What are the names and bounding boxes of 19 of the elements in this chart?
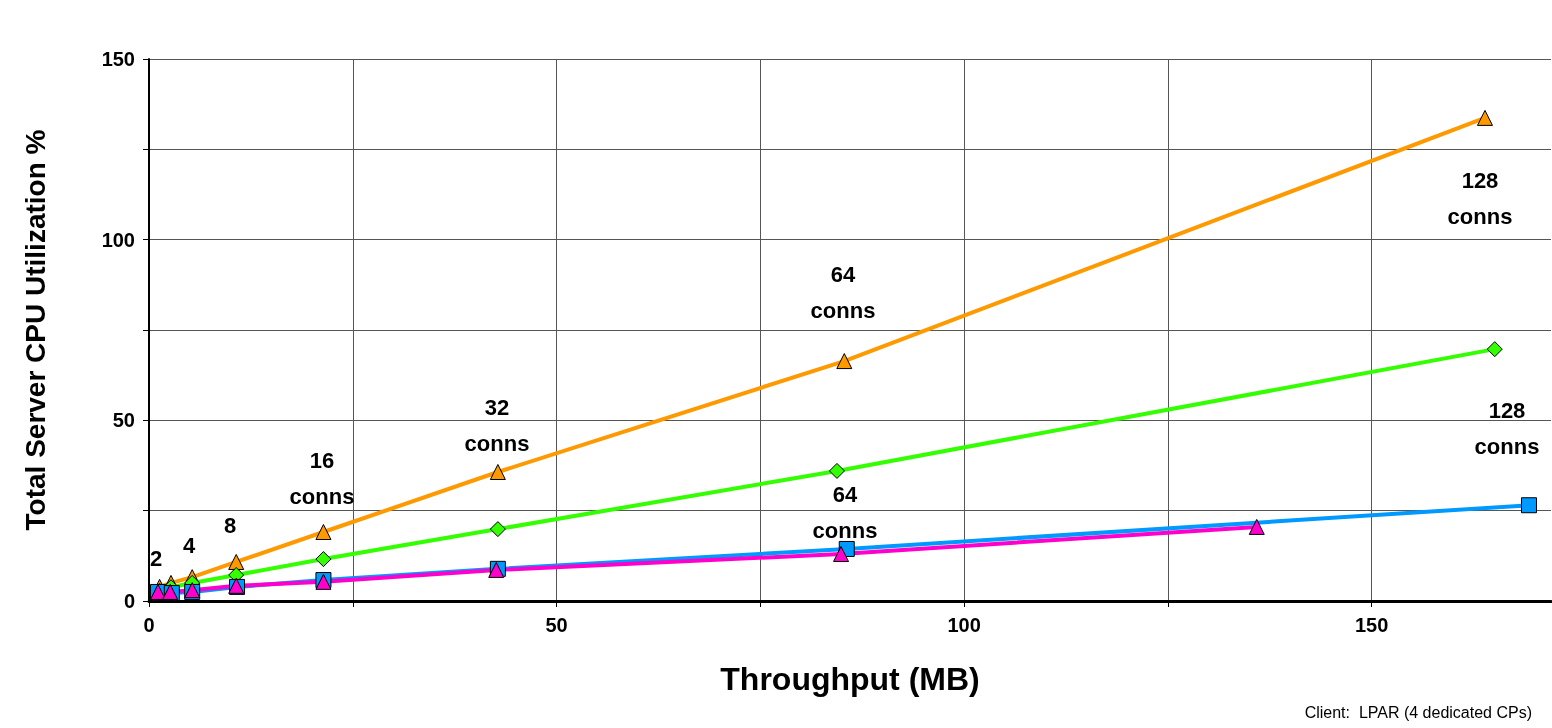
annotation: 128 conns xyxy=(1474,397,1540,459)
annotation: 128 conns xyxy=(1447,167,1513,229)
y-tick-label: 0 xyxy=(123,590,135,612)
text: Client: LPAR (4 dedicated CPs) xyxy=(1304,703,1532,721)
x-tick-label: 150 xyxy=(1354,614,1389,636)
y-tick-label: 100 xyxy=(101,228,135,251)
annotation: 2 xyxy=(149,545,163,571)
y-tick-label: 150 xyxy=(101,48,135,70)
y-tick-label: 50 xyxy=(112,409,135,432)
x-tick-label: 0 xyxy=(143,614,155,636)
annotation: 4 xyxy=(182,532,196,558)
x-tick-label: 100 xyxy=(947,614,981,636)
annotation: 64 conns xyxy=(810,261,876,323)
annotation: 8 xyxy=(223,512,237,538)
annotation: 64 conns xyxy=(812,481,878,543)
x-tick-label: 50 xyxy=(545,614,568,636)
y-axis-title: Total Server CPU Utilization % xyxy=(19,129,51,531)
x-axis-title: Throughput (MB) xyxy=(720,661,980,697)
annotation: 32 conns xyxy=(464,394,530,456)
